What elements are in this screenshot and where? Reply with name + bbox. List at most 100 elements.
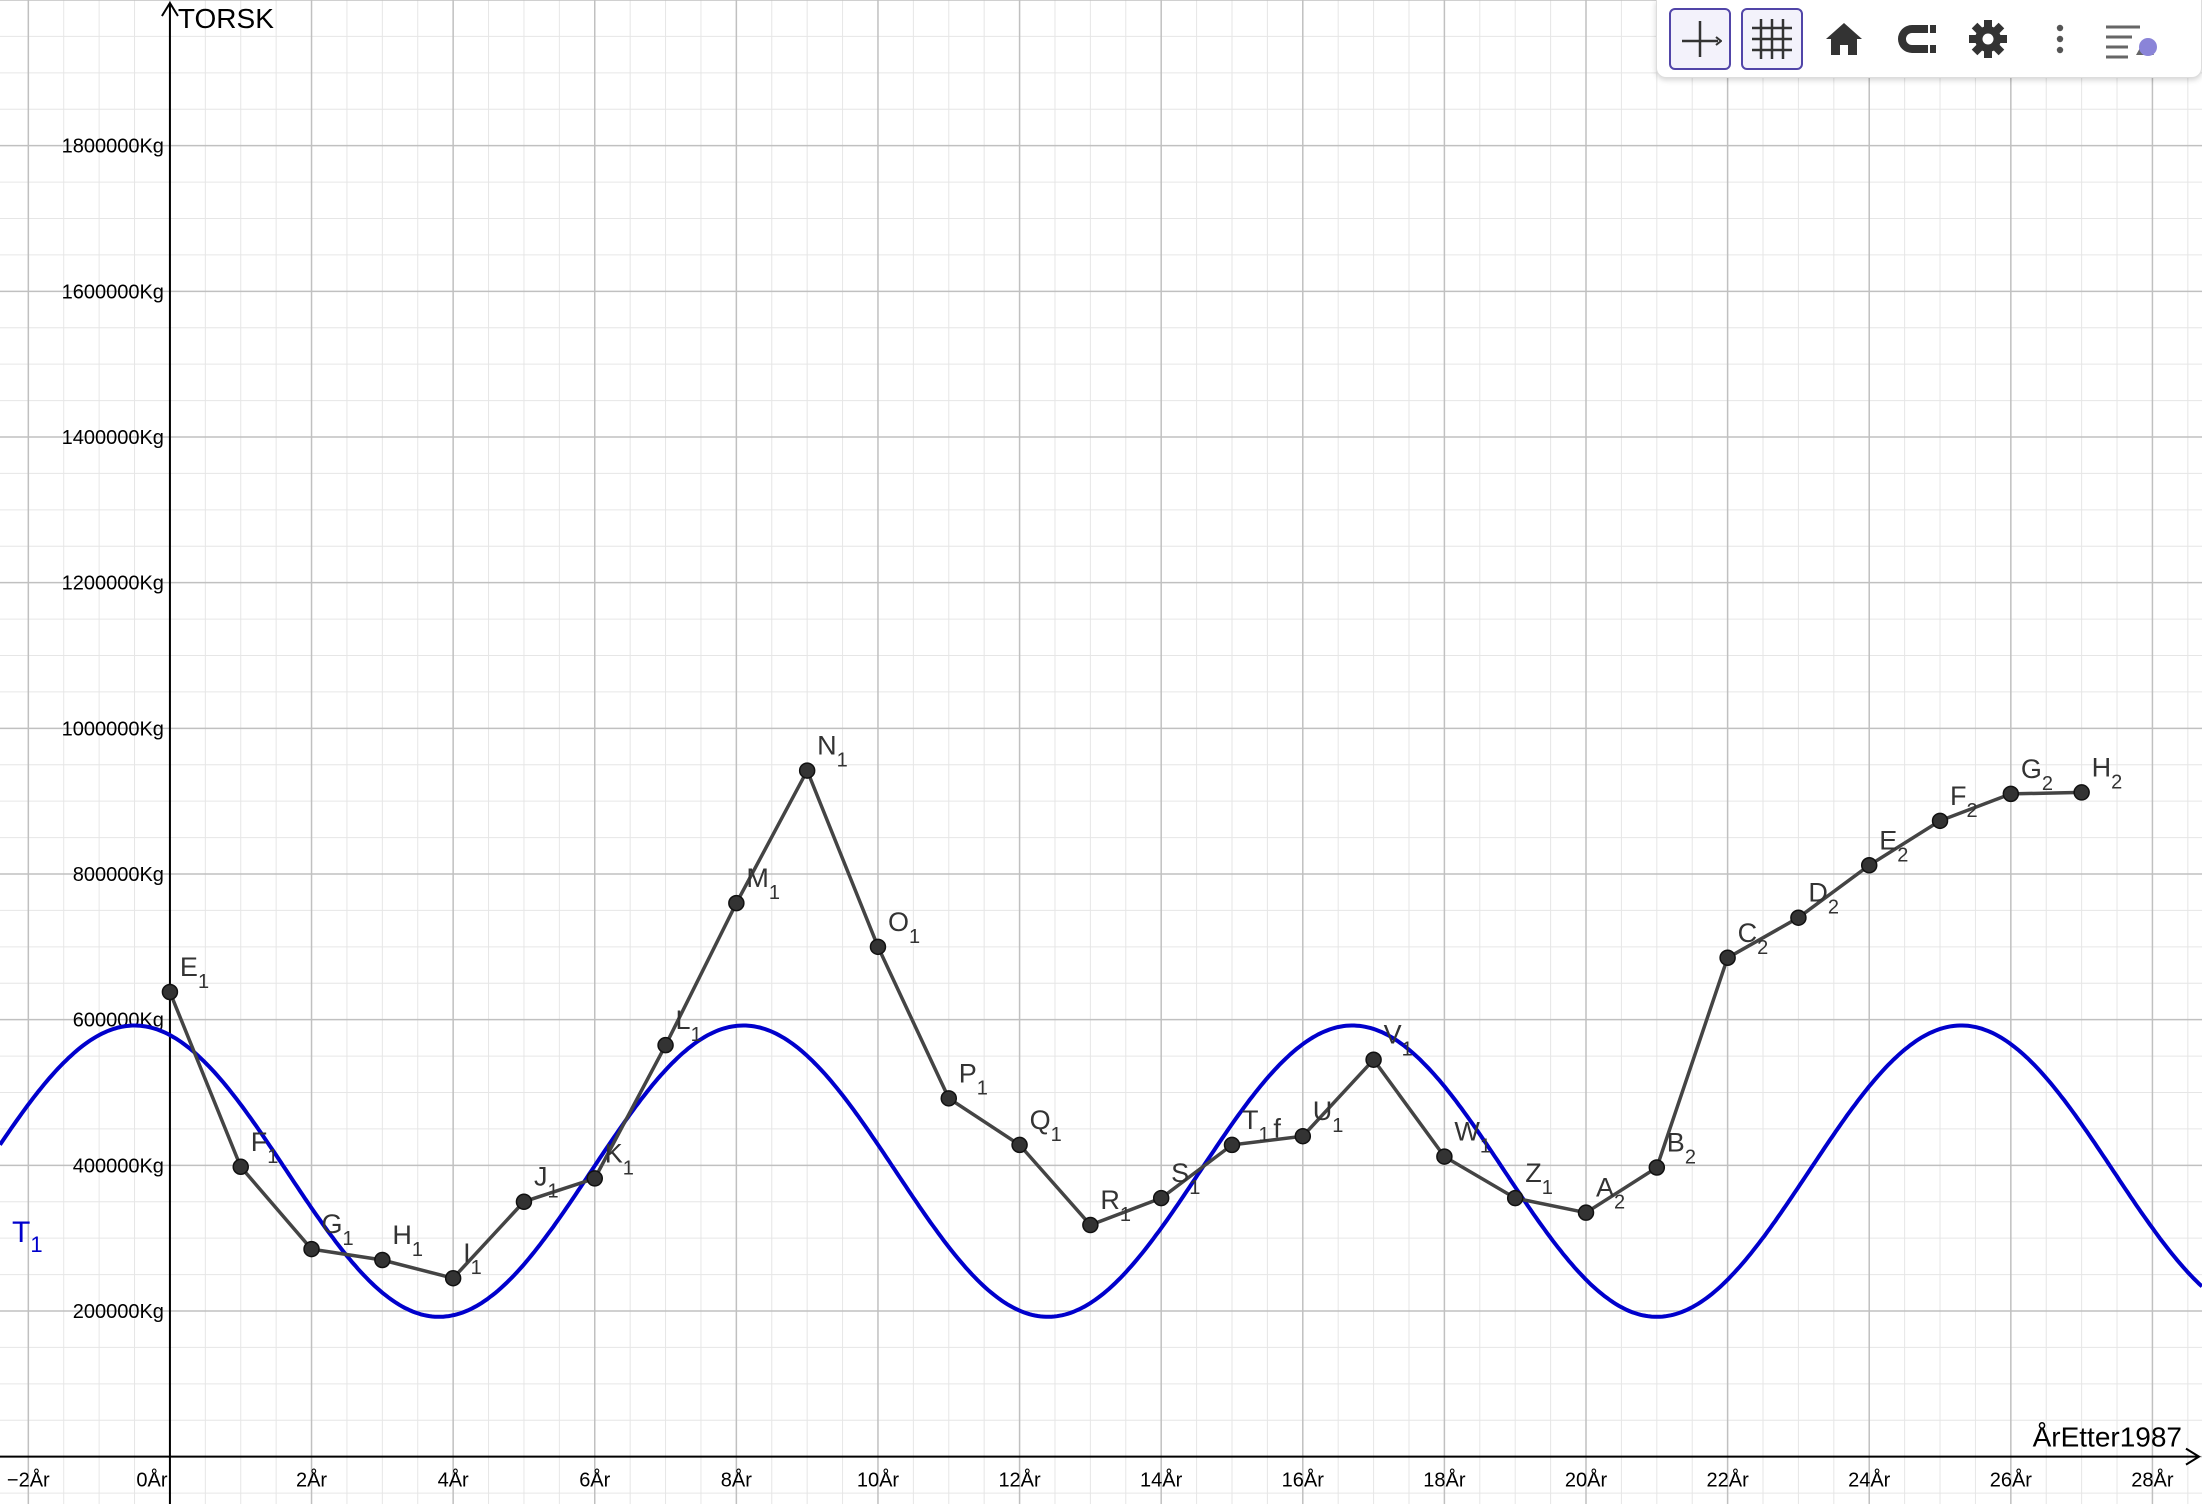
point-label: P1 (959, 1058, 988, 1099)
point-label: N1 (817, 731, 848, 772)
data-point (940, 1090, 958, 1107)
point-label: E1 (180, 952, 209, 993)
x-tick-label: 8År (721, 1469, 752, 1492)
point-layer (161, 762, 2090, 1287)
y-axis-title: TORSK (178, 3, 274, 34)
data-point (232, 1158, 249, 1176)
point-label: O1 (888, 907, 920, 948)
x-tick-label: 26År (1990, 1469, 2033, 1492)
x-tick-label: 6År (579, 1469, 610, 1492)
point-label: E2 (1879, 825, 1908, 866)
curve-layer (0, 1023, 2202, 1319)
more-vertical-icon (2056, 24, 2064, 53)
graphics-toolbar (1656, 0, 2202, 78)
x-tick-label: 28År (2131, 1469, 2174, 1492)
data-point (869, 938, 887, 956)
point-label: U1 (1313, 1096, 1344, 1137)
point-label: W1 (1454, 1117, 1491, 1158)
x-tick-label: 4År (438, 1469, 469, 1492)
data-point (2002, 785, 2020, 803)
data-point (1577, 1204, 1595, 1221)
data-point (2073, 784, 2090, 801)
tick-labels: ÅrEtter1987 TORSK −2År 0År 2År 4År 6År 8År 10År 1… (7, 3, 2182, 1492)
point-label: I1 (463, 1238, 482, 1279)
x-tick-label: 0År (136, 1469, 167, 1492)
x-tick-label: 14År (1140, 1469, 1183, 1492)
grid-toggle-button[interactable] (1741, 7, 1803, 70)
data-point (1790, 909, 1807, 926)
sinusoid-curve (0, 1023, 2202, 1319)
point-label: K1 (605, 1138, 634, 1179)
x-tick-label: 2År (296, 1469, 327, 1492)
data-point (1152, 1189, 1170, 1207)
curve-label: T1 (12, 1216, 43, 1257)
x-tick-label: 20År (1565, 1469, 1608, 1492)
data-point (374, 1251, 391, 1269)
y-tick-label: 1600000Kg (62, 281, 164, 303)
point-label: B2 (1667, 1128, 1696, 1169)
home-icon (1826, 22, 1862, 55)
point-label: A2 (1596, 1173, 1625, 1214)
point-label: V1 (1384, 1020, 1413, 1061)
x-axis-title: ÅrEtter1987 (2033, 1422, 2182, 1453)
x-tick-label: 10År (857, 1469, 900, 1492)
y-tick-label: 800000Kg (73, 864, 164, 886)
point-label: L1 (676, 1005, 702, 1046)
data-point (1860, 857, 1878, 874)
data-point (444, 1269, 462, 1287)
data-point (1223, 1136, 1241, 1154)
data-point (1506, 1189, 1524, 1207)
grid-icon (1752, 18, 1792, 59)
x-tick-label: 22År (1706, 1469, 1749, 1492)
data-point (1719, 949, 1736, 967)
y-tick-label: 1400000Kg (62, 427, 164, 449)
point-label: M1 (746, 863, 780, 904)
data-point (798, 762, 816, 779)
style-bar-icon (2106, 25, 2157, 58)
data-point (1436, 1148, 1453, 1165)
y-tick-label: 1200000Kg (62, 573, 164, 595)
data-point (1931, 812, 1949, 830)
x-tick-label: 12År (998, 1469, 1041, 1492)
y-tick-label: 400000Kg (73, 1155, 164, 1177)
data-point (1648, 1159, 1666, 1176)
point-label: Q1 (1030, 1105, 1062, 1146)
data-polyline (168, 766, 2082, 1281)
x-tick-label: −2År (7, 1469, 50, 1492)
data-point (728, 894, 745, 912)
magnet-icon (1898, 24, 1936, 53)
point-label: D2 (1808, 878, 1839, 919)
y-tick-label: 1800000Kg (62, 136, 164, 158)
x-tick-label: 16År (1282, 1469, 1325, 1492)
data-point (1294, 1127, 1312, 1145)
x-tick-label: 24År (1848, 1469, 1891, 1492)
x-tick-label: 18År (1423, 1469, 1466, 1492)
y-tick-label: 200000Kg (73, 1301, 164, 1323)
point-label: C2 (1738, 918, 1769, 959)
data-point (1365, 1051, 1382, 1068)
annotation-label: f (1273, 1113, 1281, 1143)
settings-button[interactable] (1957, 8, 2019, 70)
axes-icon (1682, 20, 1722, 57)
y-axis-arrow (161, 1, 179, 17)
y-tick-label: 1000000Kg (62, 718, 164, 740)
data-point (1082, 1216, 1099, 1234)
data-point (161, 983, 179, 1001)
point-label: H2 (2092, 752, 2123, 793)
data-point (1011, 1136, 1028, 1154)
point-label: G2 (2021, 754, 2053, 795)
magnet-button[interactable] (1885, 8, 1947, 70)
home-button[interactable] (1813, 8, 1875, 70)
axes-toggle-button[interactable] (1669, 7, 1731, 70)
point-label: Z1 (1525, 1158, 1553, 1199)
polyline-layer (168, 766, 2082, 1281)
point-label: F1 (251, 1127, 279, 1168)
style-bar-button[interactable] (2101, 8, 2163, 70)
more-button[interactable] (2029, 8, 2091, 70)
point-label: H1 (392, 1220, 423, 1261)
data-point (657, 1036, 674, 1054)
data-point (515, 1193, 533, 1210)
